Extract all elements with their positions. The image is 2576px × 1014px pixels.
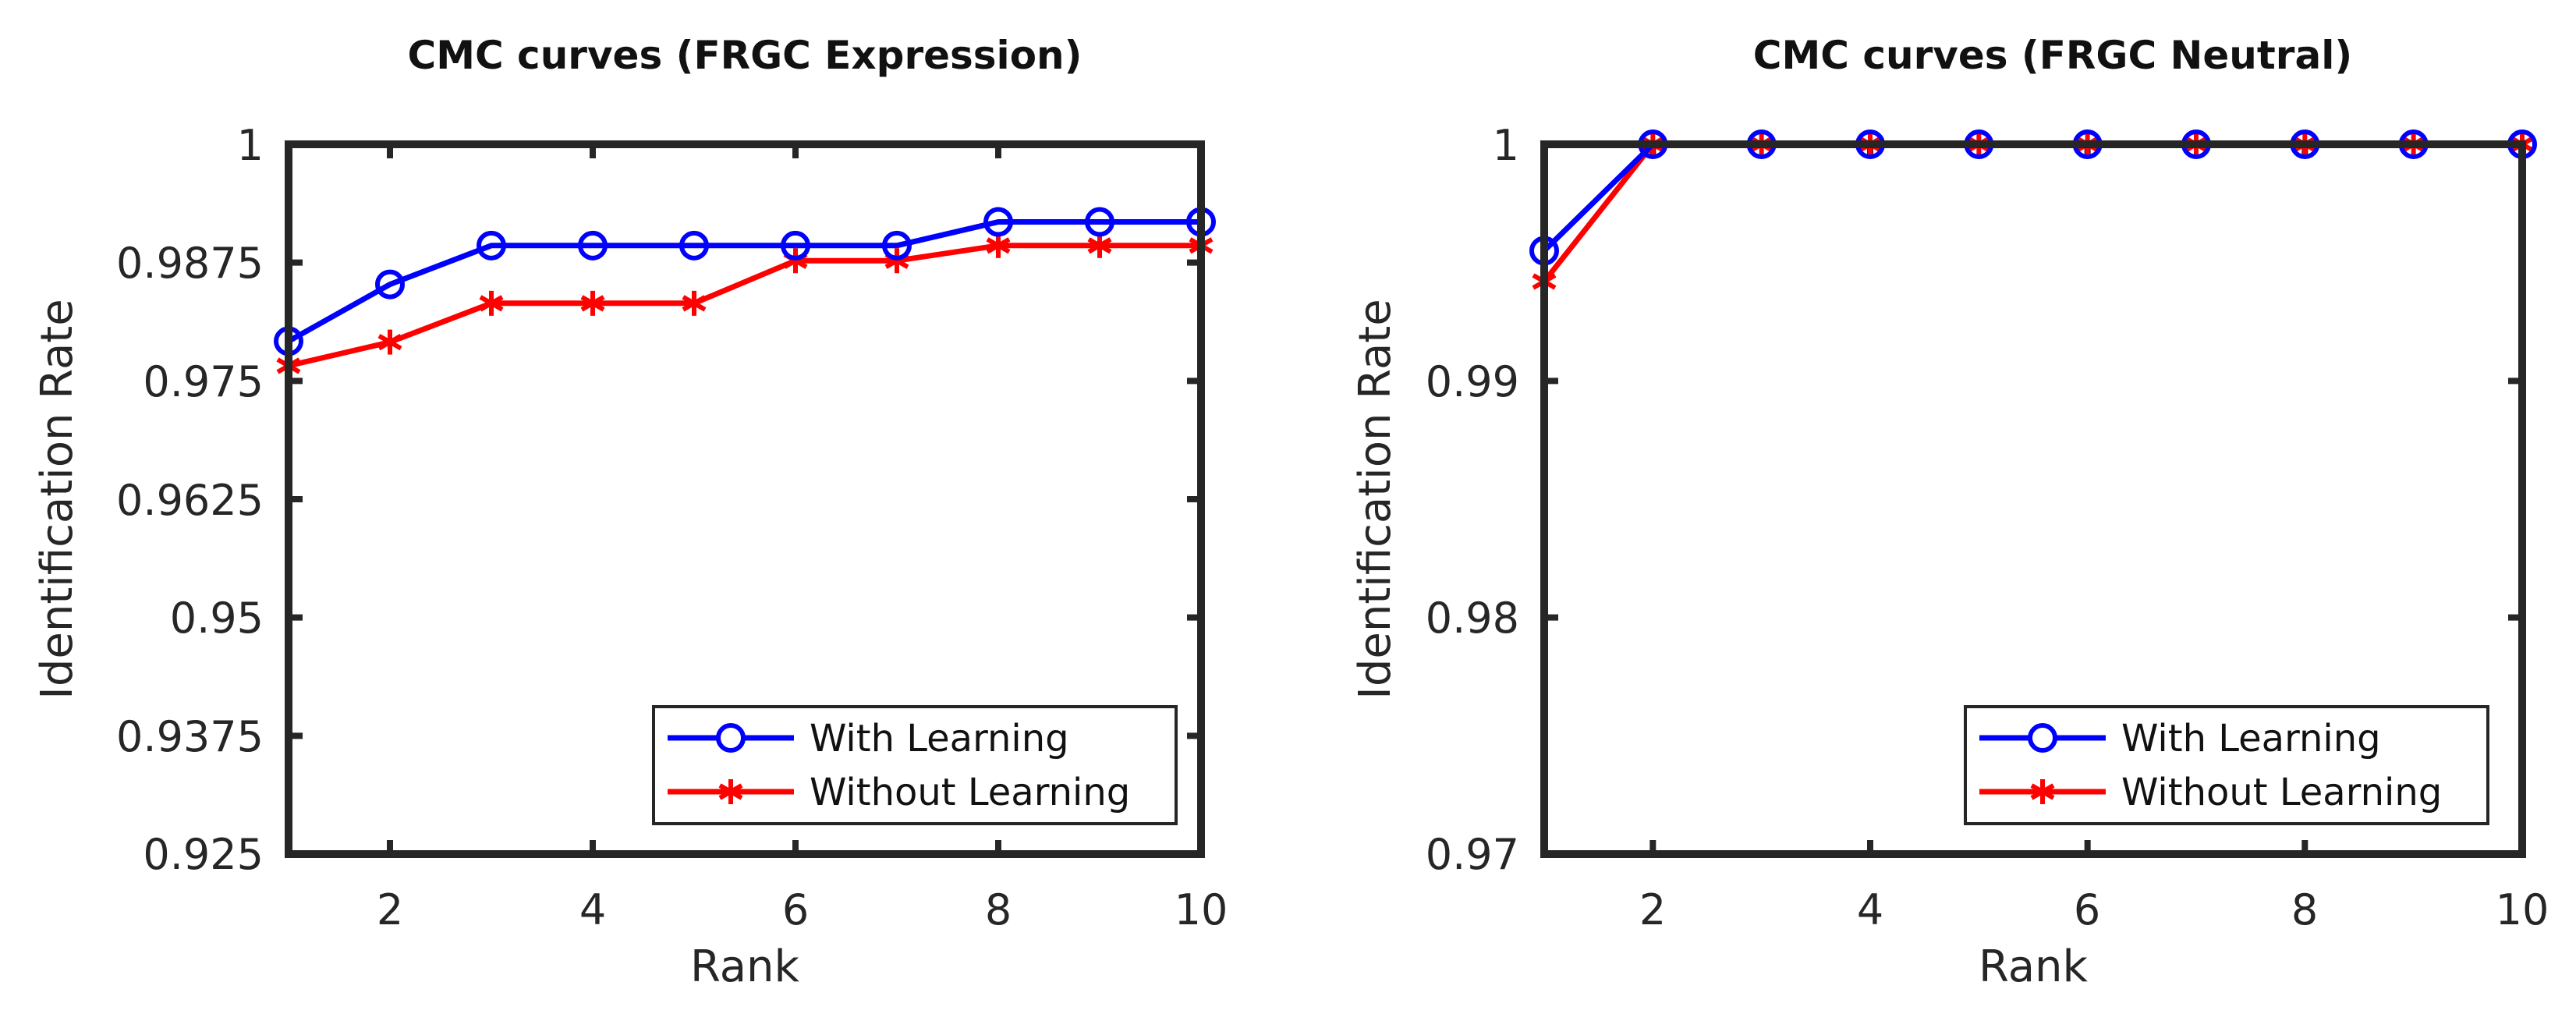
x-tick-label: 8 <box>985 885 1012 934</box>
data-point-with-learning <box>882 230 912 261</box>
data-point-with-learning <box>781 230 810 261</box>
data-point-with-learning <box>679 230 709 261</box>
legend: With Learning Without Learning <box>1964 705 2489 825</box>
y-tick-label: 0.97 <box>1426 830 1519 879</box>
x-tick-label: 6 <box>2074 885 2100 934</box>
chart-frgc-neutral: CMC curves (FRGC Neutral) 0.97 0.98 0.99… <box>1350 33 2549 992</box>
data-point-with-learning <box>983 207 1013 237</box>
y-tick-label: 0.98 <box>1426 594 1519 643</box>
data-point-with-learning <box>578 230 608 261</box>
series-line-without-learning <box>288 243 1201 369</box>
y-axis-label: Identification Rate <box>32 299 83 699</box>
x-axis-label: Rank <box>1979 941 2088 992</box>
y-tick-label: 0.9375 <box>116 712 264 761</box>
x-tick-labels: 2 4 6 8 10 <box>1639 885 2549 934</box>
axes-box <box>1540 140 2526 858</box>
y-tick-label: 0.9875 <box>116 239 264 288</box>
data-point-without-learning <box>682 290 707 316</box>
y-tick-label: 0.9625 <box>116 476 264 525</box>
legend-marker-circle <box>2028 723 2057 753</box>
legend: With Learning Without Learning <box>652 705 1178 825</box>
legend-label-without-learning: Without Learning <box>2121 771 2442 814</box>
y-tick-label: 1 <box>1493 121 1519 170</box>
legend-box <box>1964 705 2489 825</box>
x-axis-label: Rank <box>690 941 799 992</box>
data-point-with-learning <box>375 269 405 300</box>
y-axis-label: Identification Rate <box>1350 299 1401 699</box>
y-tick-label: 0.95 <box>170 594 264 643</box>
legend-marker-circle <box>716 723 746 753</box>
chart-title: CMC curves (FRGC Neutral) <box>1753 33 2352 78</box>
y-tick-labels: 0.925 0.9375 0.95 0.9625 0.975 0.9875 1 <box>116 121 264 879</box>
data-point-without-learning <box>1087 232 1112 258</box>
x-tick-label: 4 <box>579 885 606 934</box>
y-tick-labels: 0.97 0.98 0.99 1 <box>1426 121 1519 879</box>
legend-marker-asterisk <box>2030 779 2055 804</box>
y-tick-label: 1 <box>237 121 264 170</box>
x-tick-label: 6 <box>782 885 809 934</box>
y-tick-label: 0.99 <box>1426 357 1519 406</box>
x-tick-label: 2 <box>1639 885 1666 934</box>
legend-box <box>652 705 1178 825</box>
x-tick-label: 4 <box>1857 885 1883 934</box>
data-point-without-learning <box>580 290 605 316</box>
series-line-with-learning <box>287 219 1201 344</box>
data-point-without-learning <box>479 290 504 316</box>
y-tick-label: 0.975 <box>143 357 264 406</box>
y-tick-label: 0.925 <box>143 830 264 879</box>
legend-label-with-learning: With Learning <box>810 717 1069 760</box>
data-point-without-learning <box>377 329 402 355</box>
axes-box <box>285 140 1205 858</box>
x-tick-label: 2 <box>377 885 403 934</box>
legend-marker-asterisk <box>718 779 743 804</box>
data-point-with-learning <box>477 230 506 261</box>
chart-title: CMC curves (FRGC Expression) <box>408 33 1082 78</box>
data-point-without-learning <box>986 232 1011 258</box>
legend-label-with-learning: With Learning <box>2121 717 2381 760</box>
x-tick-label: 10 <box>1175 885 1228 934</box>
x-tick-label: 10 <box>2496 885 2549 934</box>
x-tick-labels: 2 4 6 8 10 <box>377 885 1228 934</box>
x-tick-label: 8 <box>2291 885 2318 934</box>
legend-label-without-learning: Without Learning <box>810 771 1130 814</box>
chart-frgc-expression: CMC curves (FRGC Expression) 0.925 0.937… <box>32 33 1228 992</box>
data-point-with-learning <box>1085 207 1114 237</box>
